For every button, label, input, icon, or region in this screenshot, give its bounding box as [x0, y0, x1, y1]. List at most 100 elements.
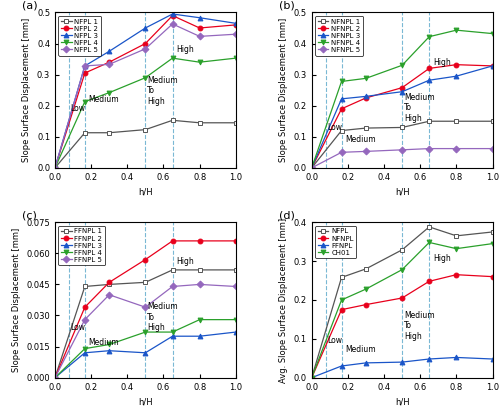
- NFPL 2: [170, 13, 175, 18]
- NFPL: [363, 266, 369, 271]
- NFNPL 1: [454, 119, 460, 124]
- Text: Low: Low: [70, 105, 86, 113]
- FFNPL 1: [170, 267, 175, 272]
- NFPL 5: [196, 34, 202, 39]
- NFNPL 5: [363, 149, 369, 154]
- CH01: [399, 267, 405, 272]
- NFNPL 1: [308, 165, 314, 170]
- NFPL 5: [170, 22, 175, 27]
- FFNPL 3: [82, 350, 88, 355]
- NFNPL 5: [399, 147, 405, 152]
- Text: Medium
To
High: Medium To High: [147, 302, 178, 332]
- NFPL 3: [170, 12, 175, 17]
- Text: High: High: [433, 254, 450, 263]
- NFPL 1: [170, 118, 175, 123]
- FFNPL 4: [82, 346, 88, 351]
- Line: NFPL 1: NFPL 1: [52, 118, 238, 170]
- NFPL 5: [233, 32, 239, 37]
- Text: Low: Low: [327, 336, 342, 344]
- FFNPL 2: [170, 238, 175, 243]
- CH01: [426, 240, 432, 245]
- FFNPL 5: [170, 284, 175, 289]
- NFNPL: [308, 375, 314, 380]
- NFNPL 5: [454, 146, 460, 151]
- Line: NFNPL 3: NFNPL 3: [310, 63, 495, 170]
- NFNPL 3: [426, 78, 432, 83]
- X-axis label: h/H: h/H: [138, 187, 152, 196]
- NFNPL 3: [454, 74, 460, 79]
- NFPL 4: [82, 99, 88, 104]
- Text: Medium: Medium: [88, 337, 119, 347]
- NFNPL 1: [399, 125, 405, 130]
- NFNPL 1: [426, 119, 432, 124]
- NFNPL 4: [308, 165, 314, 170]
- NFNPL 1: [490, 119, 496, 124]
- X-axis label: h/H: h/H: [395, 397, 409, 406]
- FFNPL 2: [82, 305, 88, 310]
- FFNPL 3: [106, 348, 112, 353]
- FFNPL 2: [106, 280, 112, 285]
- FFNPL 2: [233, 238, 239, 243]
- Text: Medium
To
High: Medium To High: [404, 311, 434, 341]
- Y-axis label: Avg. Slope Surface Displacement [mm]: Avg. Slope Surface Displacement [mm]: [279, 217, 288, 383]
- Text: Low: Low: [70, 323, 86, 332]
- FFNPL 5: [142, 305, 148, 310]
- NFPL: [338, 275, 344, 280]
- Text: (b): (b): [279, 1, 295, 11]
- Text: High: High: [176, 257, 194, 266]
- FFNPL: [363, 360, 369, 365]
- Legend: NFPL, NFNPL, FFNPL, CH01: NFPL, NFNPL, FFNPL, CH01: [315, 226, 356, 259]
- NFNPL 2: [308, 165, 314, 170]
- NFPL 5: [106, 62, 112, 67]
- NFNPL 3: [308, 165, 314, 170]
- NFNPL: [399, 295, 405, 300]
- NFNPL 5: [338, 150, 344, 155]
- FFNPL 1: [106, 282, 112, 287]
- NFNPL: [490, 274, 496, 279]
- NFNPL 4: [454, 28, 460, 33]
- Legend: FFNPL 1, FFNPL 2, FFNPL 3, FFNPL 4, FFNPL 5: FFNPL 1, FFNPL 2, FFNPL 3, FFNPL 4, FFNP…: [58, 226, 105, 266]
- NFNPL 3: [399, 89, 405, 94]
- NFPL 1: [142, 127, 148, 132]
- NFPL 1: [52, 165, 58, 170]
- CH01: [363, 287, 369, 292]
- Text: (c): (c): [22, 211, 38, 221]
- FFNPL: [490, 356, 496, 361]
- Text: Medium
To
High: Medium To High: [147, 76, 178, 106]
- FFNPL 5: [233, 284, 239, 289]
- Y-axis label: Slope Surface Displacement [mm]: Slope Surface Displacement [mm]: [12, 228, 21, 372]
- CH01: [338, 298, 344, 303]
- NFNPL 5: [308, 165, 314, 170]
- NFPL 5: [142, 46, 148, 51]
- NFPL 2: [106, 60, 112, 65]
- Y-axis label: Slope Surface Displacement [mm]: Slope Surface Displacement [mm]: [279, 18, 288, 162]
- NFPL: [426, 225, 432, 229]
- Line: NFNPL 5: NFNPL 5: [310, 146, 495, 170]
- NFNPL 4: [426, 34, 432, 39]
- NFPL 4: [142, 75, 148, 80]
- FFNPL 3: [196, 334, 202, 339]
- NFPL 2: [233, 22, 239, 27]
- FFNPL 5: [82, 317, 88, 322]
- NFPL 2: [82, 71, 88, 76]
- FFNPL 3: [233, 330, 239, 334]
- FFNPL 2: [52, 375, 58, 380]
- Line: FFNPL 3: FFNPL 3: [52, 330, 238, 380]
- NFNPL 4: [399, 63, 405, 68]
- FFNPL 5: [52, 375, 58, 380]
- FFNPL 4: [106, 342, 112, 347]
- FFNPL 2: [142, 257, 148, 262]
- Line: FFNPL 1: FFNPL 1: [52, 268, 238, 380]
- NFNPL 3: [363, 94, 369, 99]
- FFNPL: [454, 355, 460, 360]
- Line: NFNPL 2: NFNPL 2: [310, 62, 495, 170]
- NFPL 4: [106, 90, 112, 95]
- NFPL: [454, 233, 460, 238]
- NFPL 3: [142, 25, 148, 30]
- FFNPL 1: [233, 267, 239, 272]
- Text: Medium: Medium: [345, 345, 376, 354]
- FFNPL: [426, 356, 432, 361]
- Text: (a): (a): [22, 1, 38, 11]
- FFNPL: [399, 360, 405, 365]
- FFNPL: [338, 364, 344, 369]
